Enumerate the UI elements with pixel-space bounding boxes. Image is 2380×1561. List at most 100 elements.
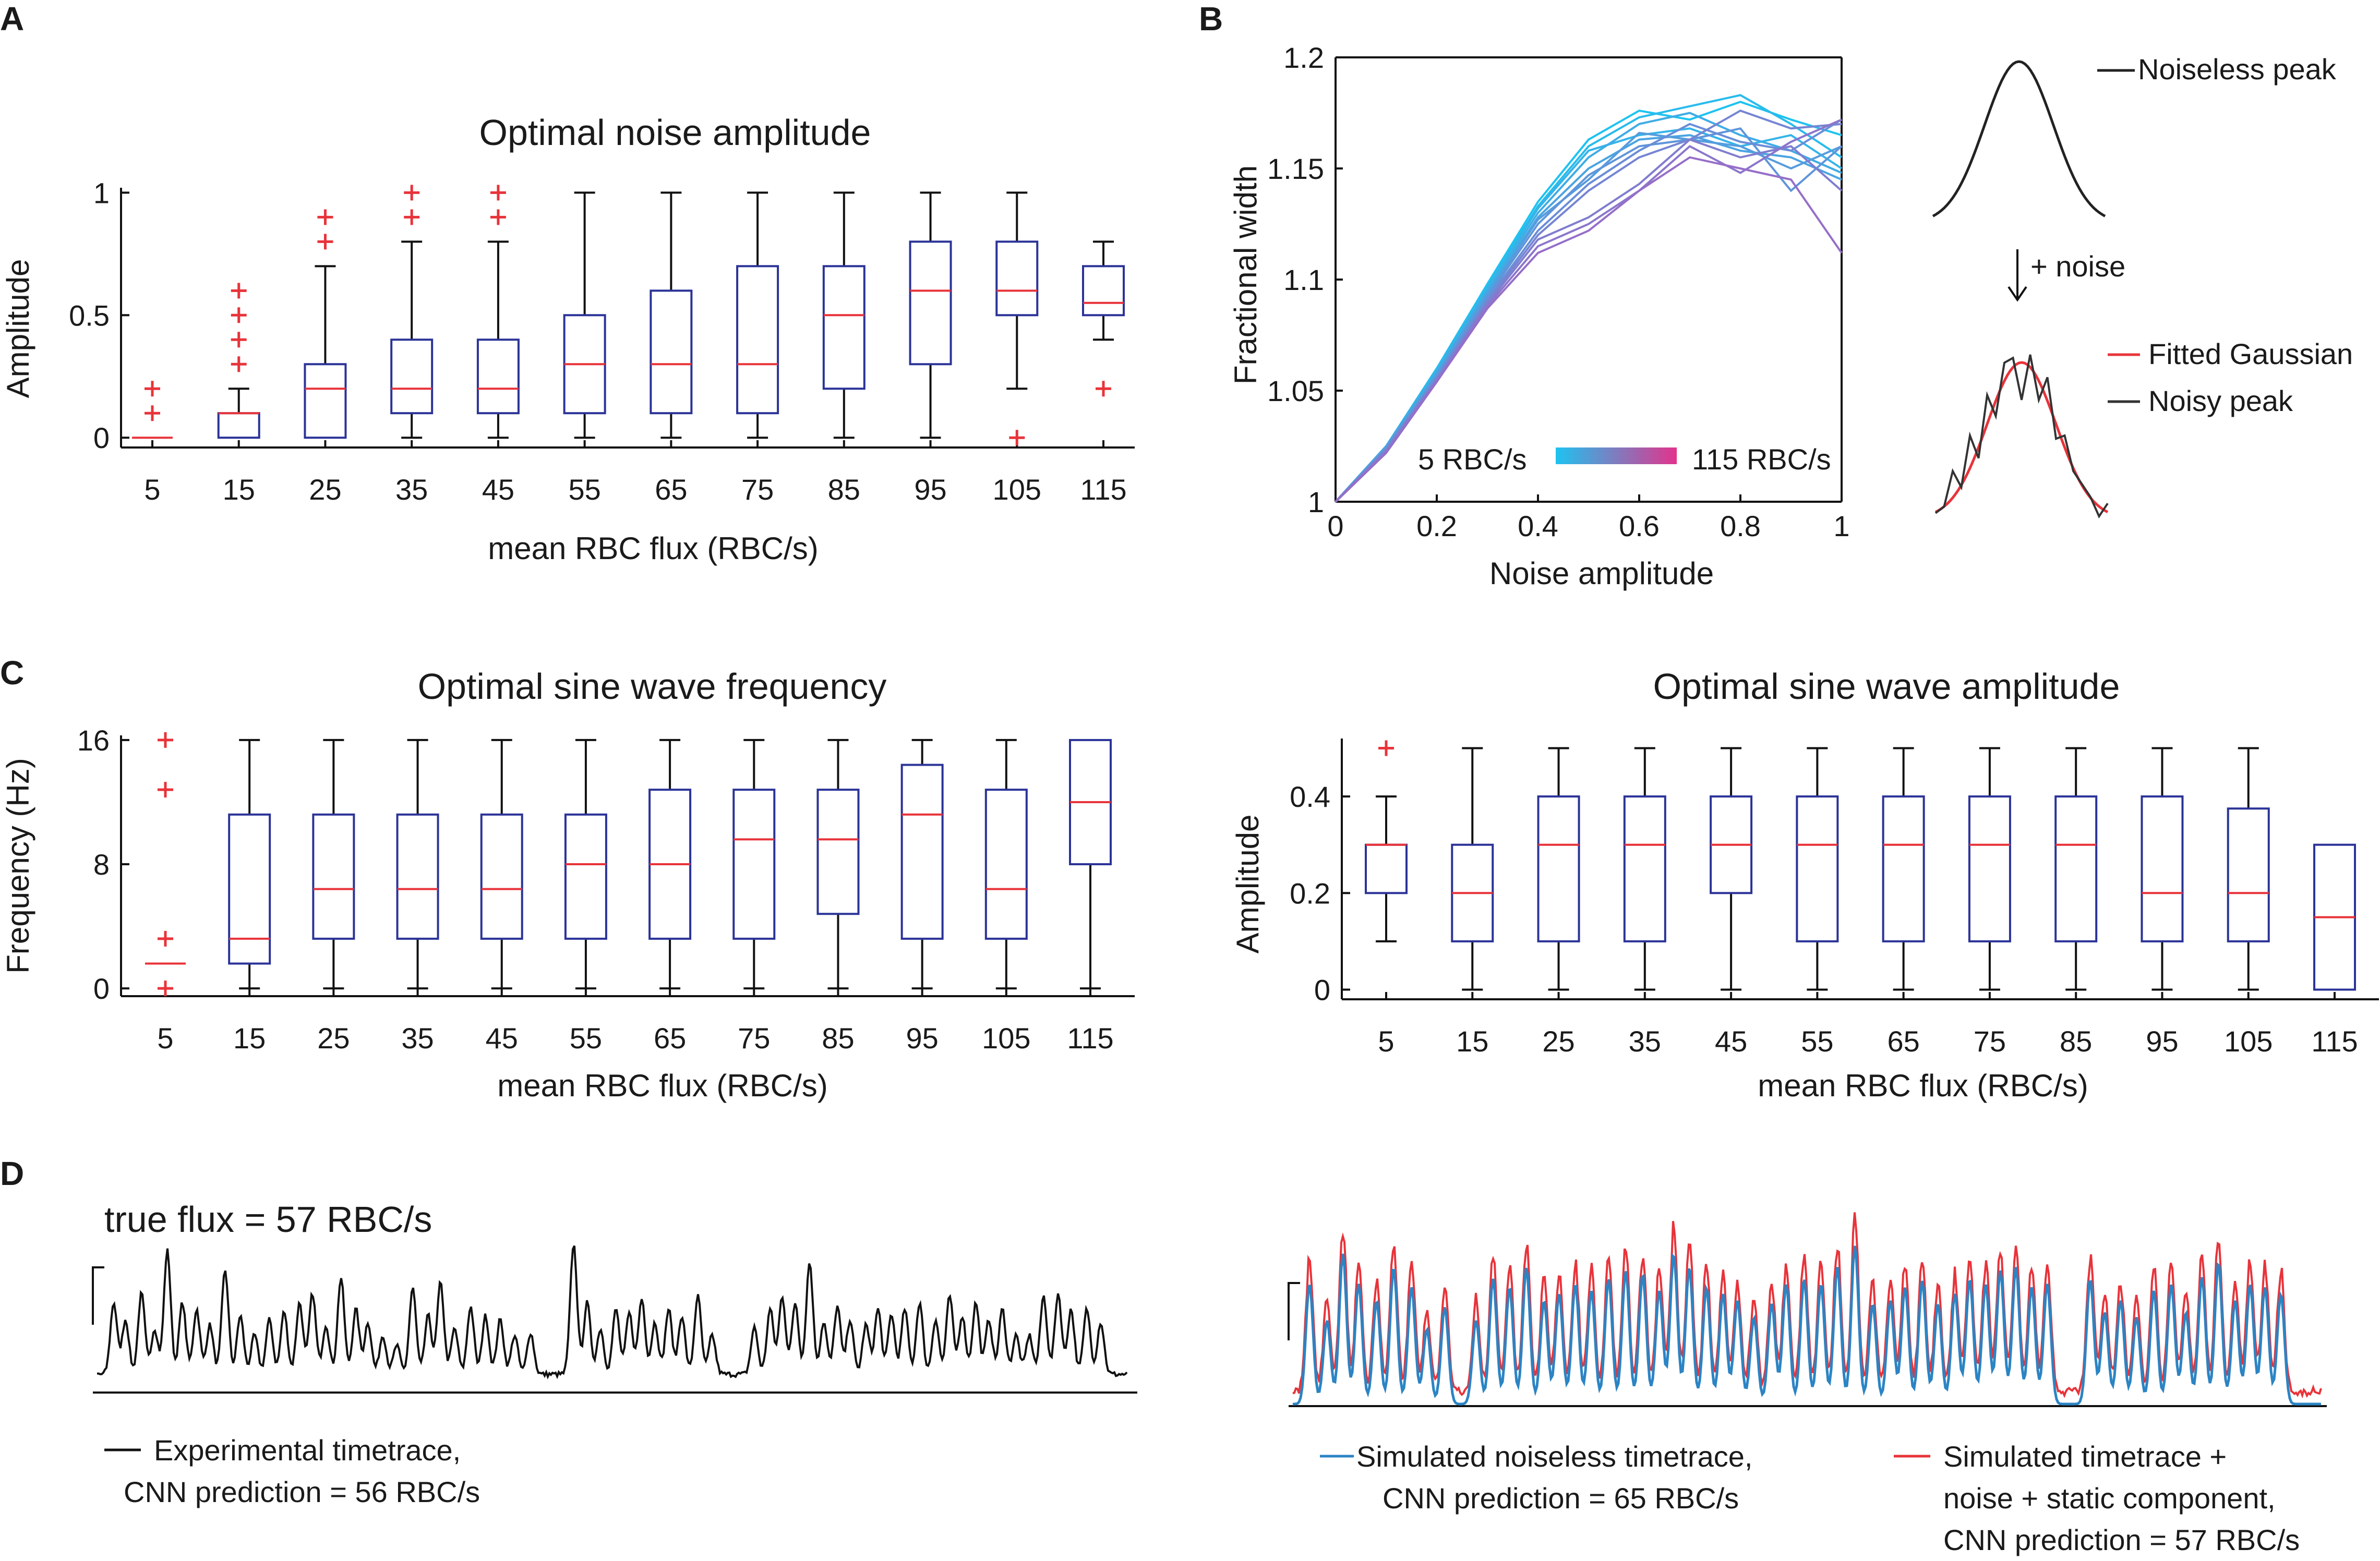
panel-b-xlabel: Noise amplitude <box>1489 556 1714 591</box>
panel-c1-box <box>396 813 439 940</box>
fitted-legend-label: Fitted Gaussian <box>2148 337 2353 370</box>
panel-c1-box <box>732 789 776 940</box>
panel-a-outlier <box>317 209 333 225</box>
panel-b-x-tick-label: 0.2 <box>1416 510 1457 542</box>
noise-legend-label-3: CNN prediction = 57 RBC/s <box>1943 1523 2300 1556</box>
panel-c1-title: Optimal sine wave frequency <box>418 666 887 707</box>
panel-a-x-tick-label: 75 <box>741 473 774 506</box>
panel-c1-box <box>312 813 355 940</box>
noisy-peak-curve <box>1934 354 2109 519</box>
panel-a-outlier <box>404 209 420 225</box>
experimental-trace <box>97 1245 1128 1380</box>
panel-a-title: Optimal noise amplitude <box>479 112 871 153</box>
panel-c2-x-tick-label: 5 <box>1378 1025 1394 1058</box>
panel-b-x-tick-label: 0.4 <box>1518 510 1558 542</box>
panel-a-x-tick-label: 25 <box>309 473 341 506</box>
panel-c1-box <box>480 813 523 940</box>
panel-c2-x-tick-label: 15 <box>1456 1025 1488 1058</box>
panel-c1-x-tick-label: 45 <box>486 1022 518 1055</box>
panel-c1-outlier <box>158 732 173 748</box>
panel-c2-box <box>1365 843 1408 894</box>
panel-a-box <box>390 338 434 415</box>
panel-a-box <box>304 363 347 439</box>
panel-a-outlier <box>1096 381 1111 397</box>
panel-a-noise-amplitude: Optimal noise amplitude mean RBC flux (R… <box>1 112 1135 566</box>
panel-letter-d: D <box>0 1155 24 1192</box>
panel-a-outlier <box>490 185 506 201</box>
panel-c1-outlier <box>158 782 173 798</box>
colorbar-max-label: 115 RBC/s <box>1692 443 1831 476</box>
panel-b-series-95 <box>1335 138 1843 503</box>
panel-c2-x-tick-label: 105 <box>2224 1025 2273 1058</box>
colorbar-min-label: 5 RBC/s <box>1418 443 1527 476</box>
panel-c1-box <box>900 764 944 940</box>
panel-a-box <box>476 338 520 415</box>
panel-c2-box <box>2141 795 2184 942</box>
panel-c1-x-tick-label: 25 <box>317 1022 350 1055</box>
fitted-gaussian-curve <box>1934 361 2109 513</box>
panel-d-timetraces: true flux = 57 RBC/s Experimental timetr… <box>92 1199 2327 1556</box>
panel-a-outlier <box>145 381 160 397</box>
sim-legend-label: Simulated noiseless timetrace, <box>1356 1440 1752 1473</box>
panel-a-box <box>650 289 693 415</box>
panel-a-y-tick-label: 0 <box>93 421 110 454</box>
noise-legend-label-2: noise + static component, <box>1943 1482 2276 1515</box>
panel-c2-plot: 0 0.2 0.4 5 15 25 35 45 55 65 75 85 95 105 115 <box>1290 739 2379 1058</box>
panel-b-y-tick-label: 1.05 <box>1267 374 1324 407</box>
panel-a-outlier <box>231 356 247 372</box>
panel-a-box <box>217 412 260 439</box>
panel-c2-box <box>1796 795 1839 942</box>
panel-c2-x-tick-label: 75 <box>1974 1025 2006 1058</box>
panel-c2-x-tick-label: 35 <box>1629 1025 1661 1058</box>
panel-c1-y-tick-label: 16 <box>77 724 110 757</box>
panel-c1-outlier <box>158 930 173 947</box>
panel-c1-x-tick-label: 75 <box>738 1022 770 1055</box>
panel-c1-ylabel: Frequency (Hz) <box>1 758 35 973</box>
panel-c1-outlier <box>158 981 173 997</box>
panel-b-fractional-width: Noise amplitude Fractional width 0 0.2 0.4… <box>1228 41 2353 591</box>
panel-d-title: true flux = 57 RBC/s <box>104 1199 432 1240</box>
noiseless-simulated-trace <box>1293 1245 2321 1406</box>
panel-c1-x-tick-label: 15 <box>233 1022 266 1055</box>
noise-legend-label: Simulated timetrace + <box>1943 1440 2227 1473</box>
panel-c2-box <box>2054 795 2098 942</box>
panel-c1-box <box>984 789 1028 940</box>
sim-scale-bar <box>1288 1282 1300 1340</box>
panel-a-x-tick-label: 5 <box>144 473 160 506</box>
panel-a-y-tick-label: 1 <box>93 176 110 209</box>
panel-a-outlier <box>317 234 333 250</box>
panel-a-x-tick-label: 55 <box>568 473 600 506</box>
panel-a-x-tick-label: 45 <box>482 473 514 506</box>
panel-a-xlabel: mean RBC flux (RBC/s) <box>488 531 818 566</box>
panel-c1-y-tick-label: 0 <box>93 972 110 1005</box>
panel-a-outlier <box>1009 430 1025 446</box>
panel-c2-x-tick-label: 115 <box>2311 1025 2358 1058</box>
panel-c1-x-tick-label: 115 <box>1067 1022 1113 1055</box>
panel-b-x-tick-label: 1 <box>1833 510 1849 542</box>
panel-c1-xlabel: mean RBC flux (RBC/s) <box>497 1068 827 1103</box>
panel-a-box <box>1082 265 1125 317</box>
panel-c2-x-tick-label: 65 <box>1887 1025 1919 1058</box>
panel-c2-box <box>1968 795 2011 942</box>
panel-b-x-tick-label: 0.8 <box>1720 510 1761 542</box>
noiseless-peak-curve <box>1932 60 2106 217</box>
panel-c2-y-tick-label: 0 <box>1314 973 1330 1006</box>
panel-b-series-115 <box>1335 156 1843 503</box>
sim-legend-label-2: CNN prediction = 65 RBC/s <box>1383 1482 1739 1515</box>
panel-a-outlier <box>231 283 247 299</box>
colorbar <box>1556 447 1677 464</box>
panel-b-plot: 0 0.2 0.4 0.6 0.8 1 1 1.05 1.1 1.15 1.2 <box>1267 41 1850 542</box>
panel-c1-box <box>228 813 271 965</box>
panel-c2-box <box>1623 795 1666 942</box>
panel-a-x-tick-label: 115 <box>1080 473 1126 506</box>
panel-b-series-5 <box>1335 101 1842 503</box>
exp-scale-bar <box>92 1266 104 1325</box>
exp-legend-label-2: CNN prediction = 56 RBC/s <box>124 1475 480 1508</box>
panel-b-y-tick-label: 1.2 <box>1283 41 1324 74</box>
panel-c2-y-tick-label: 0.4 <box>1290 780 1330 813</box>
panel-letter-a: A <box>0 0 24 38</box>
panel-c2-y-tick-label: 0.2 <box>1290 877 1330 910</box>
panel-c1-x-tick-label: 5 <box>157 1022 173 1055</box>
panel-c2-x-tick-label: 55 <box>1801 1025 1833 1058</box>
panel-c2-box <box>1537 795 1580 942</box>
